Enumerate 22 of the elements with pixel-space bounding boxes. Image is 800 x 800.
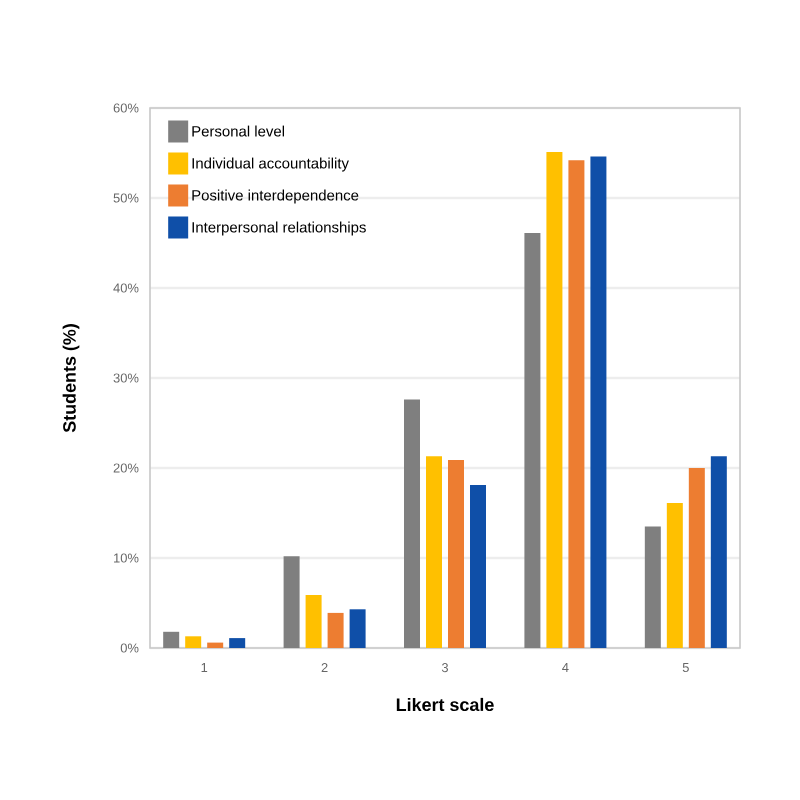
bar xyxy=(163,631,180,648)
bar xyxy=(644,526,661,648)
bar xyxy=(448,459,464,648)
bar xyxy=(327,612,344,648)
bar xyxy=(470,485,486,648)
bar xyxy=(283,556,300,648)
bar xyxy=(568,160,585,648)
bar xyxy=(688,468,705,648)
bar xyxy=(229,638,246,648)
bar xyxy=(349,609,366,648)
x-axis-title: Likert scale xyxy=(396,697,494,712)
bar xyxy=(590,156,607,648)
bar xyxy=(207,642,224,648)
bar xyxy=(426,456,442,648)
bar xyxy=(546,152,563,648)
bar xyxy=(305,594,322,648)
bar xyxy=(666,503,683,648)
bar xyxy=(524,233,541,648)
y-axis-title: Students (%) xyxy=(62,324,80,433)
bar xyxy=(185,636,202,648)
bar xyxy=(404,399,420,648)
bar xyxy=(710,456,727,648)
